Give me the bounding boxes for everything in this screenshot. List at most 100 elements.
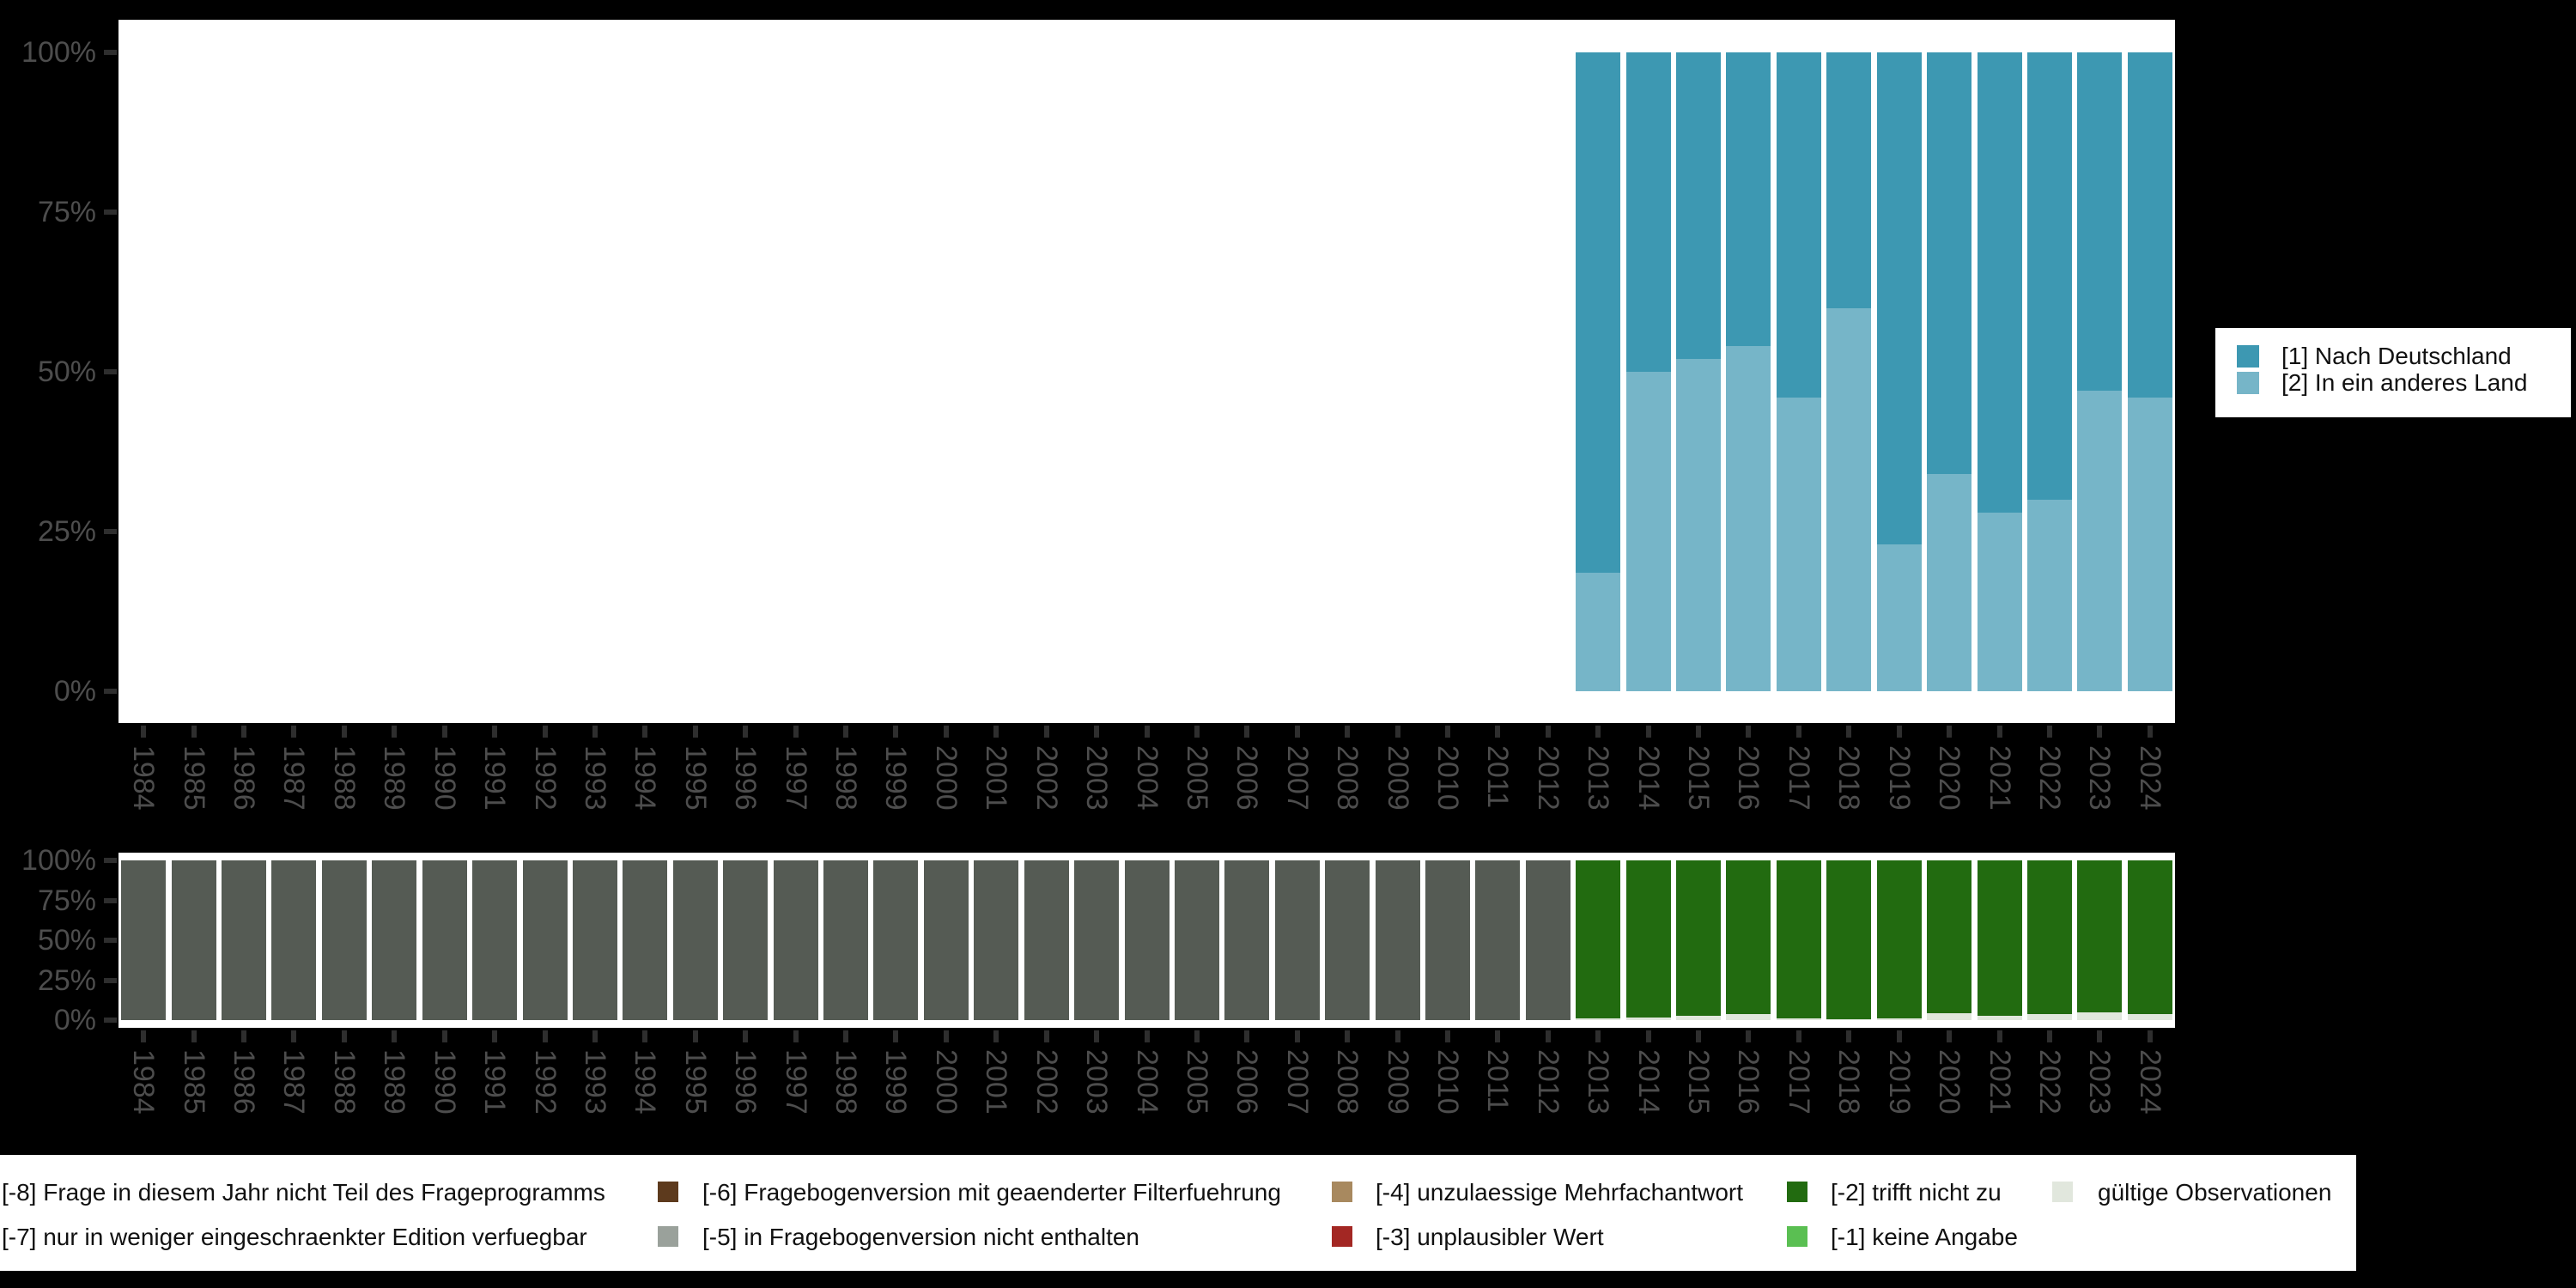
bar-segment	[171, 860, 216, 1020]
bar-segment	[1625, 1018, 1671, 1020]
bar-segment	[2026, 1014, 2072, 1020]
bar-segment	[823, 860, 868, 1020]
x-axis-year-label: 1999	[879, 745, 913, 811]
bar-segment	[1977, 52, 2022, 513]
y-axis-tick-label: 100%	[21, 36, 96, 69]
bar-segment	[2127, 52, 2172, 398]
x-axis-year-label: 2011	[1481, 745, 1515, 809]
x-axis-tick-mark	[2097, 726, 2103, 738]
x-axis-tick-mark	[1595, 1030, 1601, 1042]
bar-segment	[1876, 860, 1922, 1019]
bar-segment	[1676, 860, 1722, 1017]
bar-segment	[623, 860, 668, 1020]
x-axis-year-label: 1998	[829, 745, 862, 811]
bar-segment	[2077, 860, 2123, 1012]
legend-entry-label: [-2] trifft nicht zu	[1831, 1179, 2002, 1206]
x-axis-tick-mark	[843, 1030, 848, 1042]
y-axis-tick-label: 100%	[21, 844, 96, 877]
bar-segment	[1776, 52, 1821, 398]
x-axis-tick-mark	[743, 726, 749, 738]
bar-segment	[1826, 1019, 1872, 1020]
legend-key-swatch	[2237, 345, 2259, 368]
x-axis-tick-mark	[1645, 1030, 1651, 1042]
x-axis-tick-mark	[191, 1030, 197, 1042]
x-axis-tick-mark	[692, 1030, 698, 1042]
x-axis-year-label: 1997	[779, 1049, 812, 1115]
bar-segment	[1174, 860, 1219, 1020]
legend-key-swatch	[1332, 1226, 1352, 1247]
bar-segment	[1024, 860, 1069, 1020]
x-axis-tick-mark	[1545, 1030, 1551, 1042]
x-axis-year-label: 2024	[2133, 1049, 2166, 1115]
x-axis-tick-mark	[291, 726, 297, 738]
x-axis-tick-mark	[1444, 1030, 1450, 1042]
x-axis-tick-mark	[893, 726, 899, 738]
legend-entry-label: [-3] unplausibler Wert	[1376, 1224, 1604, 1250]
bar-segment	[1977, 860, 2022, 1017]
x-axis-tick-mark	[1294, 1030, 1300, 1042]
bar-segment	[2026, 860, 2072, 1015]
x-axis-year-label: 2013	[1582, 745, 1615, 811]
x-axis-year-label: 1989	[378, 745, 411, 811]
x-axis-year-label: 1992	[528, 745, 562, 811]
x-axis-tick-mark	[1094, 1030, 1100, 1042]
x-axis-year-label: 2012	[1531, 1049, 1564, 1115]
x-axis-year-label: 2020	[1933, 1049, 1966, 1115]
x-axis-year-label: 1991	[478, 1049, 512, 1115]
x-axis-tick-mark	[1996, 1030, 2002, 1042]
x-axis-tick-mark	[1746, 726, 1752, 738]
x-axis-tick-mark	[191, 726, 197, 738]
x-axis-year-label: 1987	[277, 745, 311, 811]
x-axis-tick-mark	[1345, 1030, 1351, 1042]
x-axis-tick-mark	[592, 1030, 598, 1042]
x-axis-year-label: 1999	[879, 1049, 913, 1115]
x-axis-year-label: 2001	[980, 1049, 1013, 1115]
x-axis-year-label: 2004	[1130, 745, 1163, 811]
bar-segment	[1074, 860, 1120, 1020]
x-axis-year-label: 2006	[1230, 745, 1264, 811]
x-axis-year-label: 2020	[1933, 745, 1966, 811]
bar-segment	[1726, 52, 1771, 347]
x-axis-tick-mark	[1696, 1030, 1702, 1042]
x-axis-year-label: 2018	[1832, 1049, 1866, 1115]
x-axis-year-label: 1995	[678, 1049, 712, 1115]
y-axis-tick-mark	[104, 50, 117, 55]
x-axis-tick-mark	[1947, 1030, 1953, 1042]
x-axis-year-label: 1987	[277, 1049, 311, 1115]
x-axis-tick-mark	[542, 1030, 548, 1042]
bar-segment	[422, 860, 467, 1020]
bar-segment	[1274, 860, 1320, 1020]
x-axis-year-label: 1996	[729, 745, 762, 811]
x-axis-year-label: 2000	[929, 745, 963, 811]
x-axis-tick-mark	[1896, 726, 1902, 738]
x-axis-year-label: 2001	[980, 745, 1013, 811]
x-axis-tick-mark	[542, 726, 548, 738]
x-axis-tick-mark	[1696, 726, 1702, 738]
x-axis-year-label: 2014	[1631, 745, 1665, 811]
x-axis-tick-mark	[441, 1030, 447, 1042]
bar-segment	[1776, 1018, 1821, 1020]
x-axis-tick-mark	[793, 1030, 799, 1042]
bar-segment	[1927, 474, 1972, 691]
x-axis-year-label: 2017	[1782, 1049, 1815, 1115]
x-axis-year-label: 1986	[228, 745, 261, 811]
bar-segment	[1625, 52, 1671, 372]
bar-segment	[1325, 860, 1370, 1020]
x-axis-year-label: 2011	[1481, 1049, 1515, 1113]
x-axis-year-label: 2013	[1582, 1049, 1615, 1115]
x-axis-tick-mark	[692, 726, 698, 738]
x-axis-tick-mark	[1846, 726, 1852, 738]
bar-segment	[1726, 346, 1771, 691]
x-axis-year-label: 2024	[2133, 745, 2166, 811]
bar-segment	[1576, 52, 1621, 574]
y-axis-tick-mark	[104, 897, 117, 903]
bar-segment	[2077, 391, 2123, 691]
x-axis-year-label: 1985	[177, 1049, 210, 1115]
x-axis-year-label: 2008	[1331, 1049, 1364, 1115]
x-axis-tick-mark	[743, 1030, 749, 1042]
bar-segment	[923, 860, 969, 1020]
legend-key-swatch	[1787, 1226, 1807, 1247]
bar-segment	[2077, 1012, 2123, 1020]
x-axis-year-label: 1986	[228, 1049, 261, 1115]
bar-segment	[1625, 372, 1671, 691]
